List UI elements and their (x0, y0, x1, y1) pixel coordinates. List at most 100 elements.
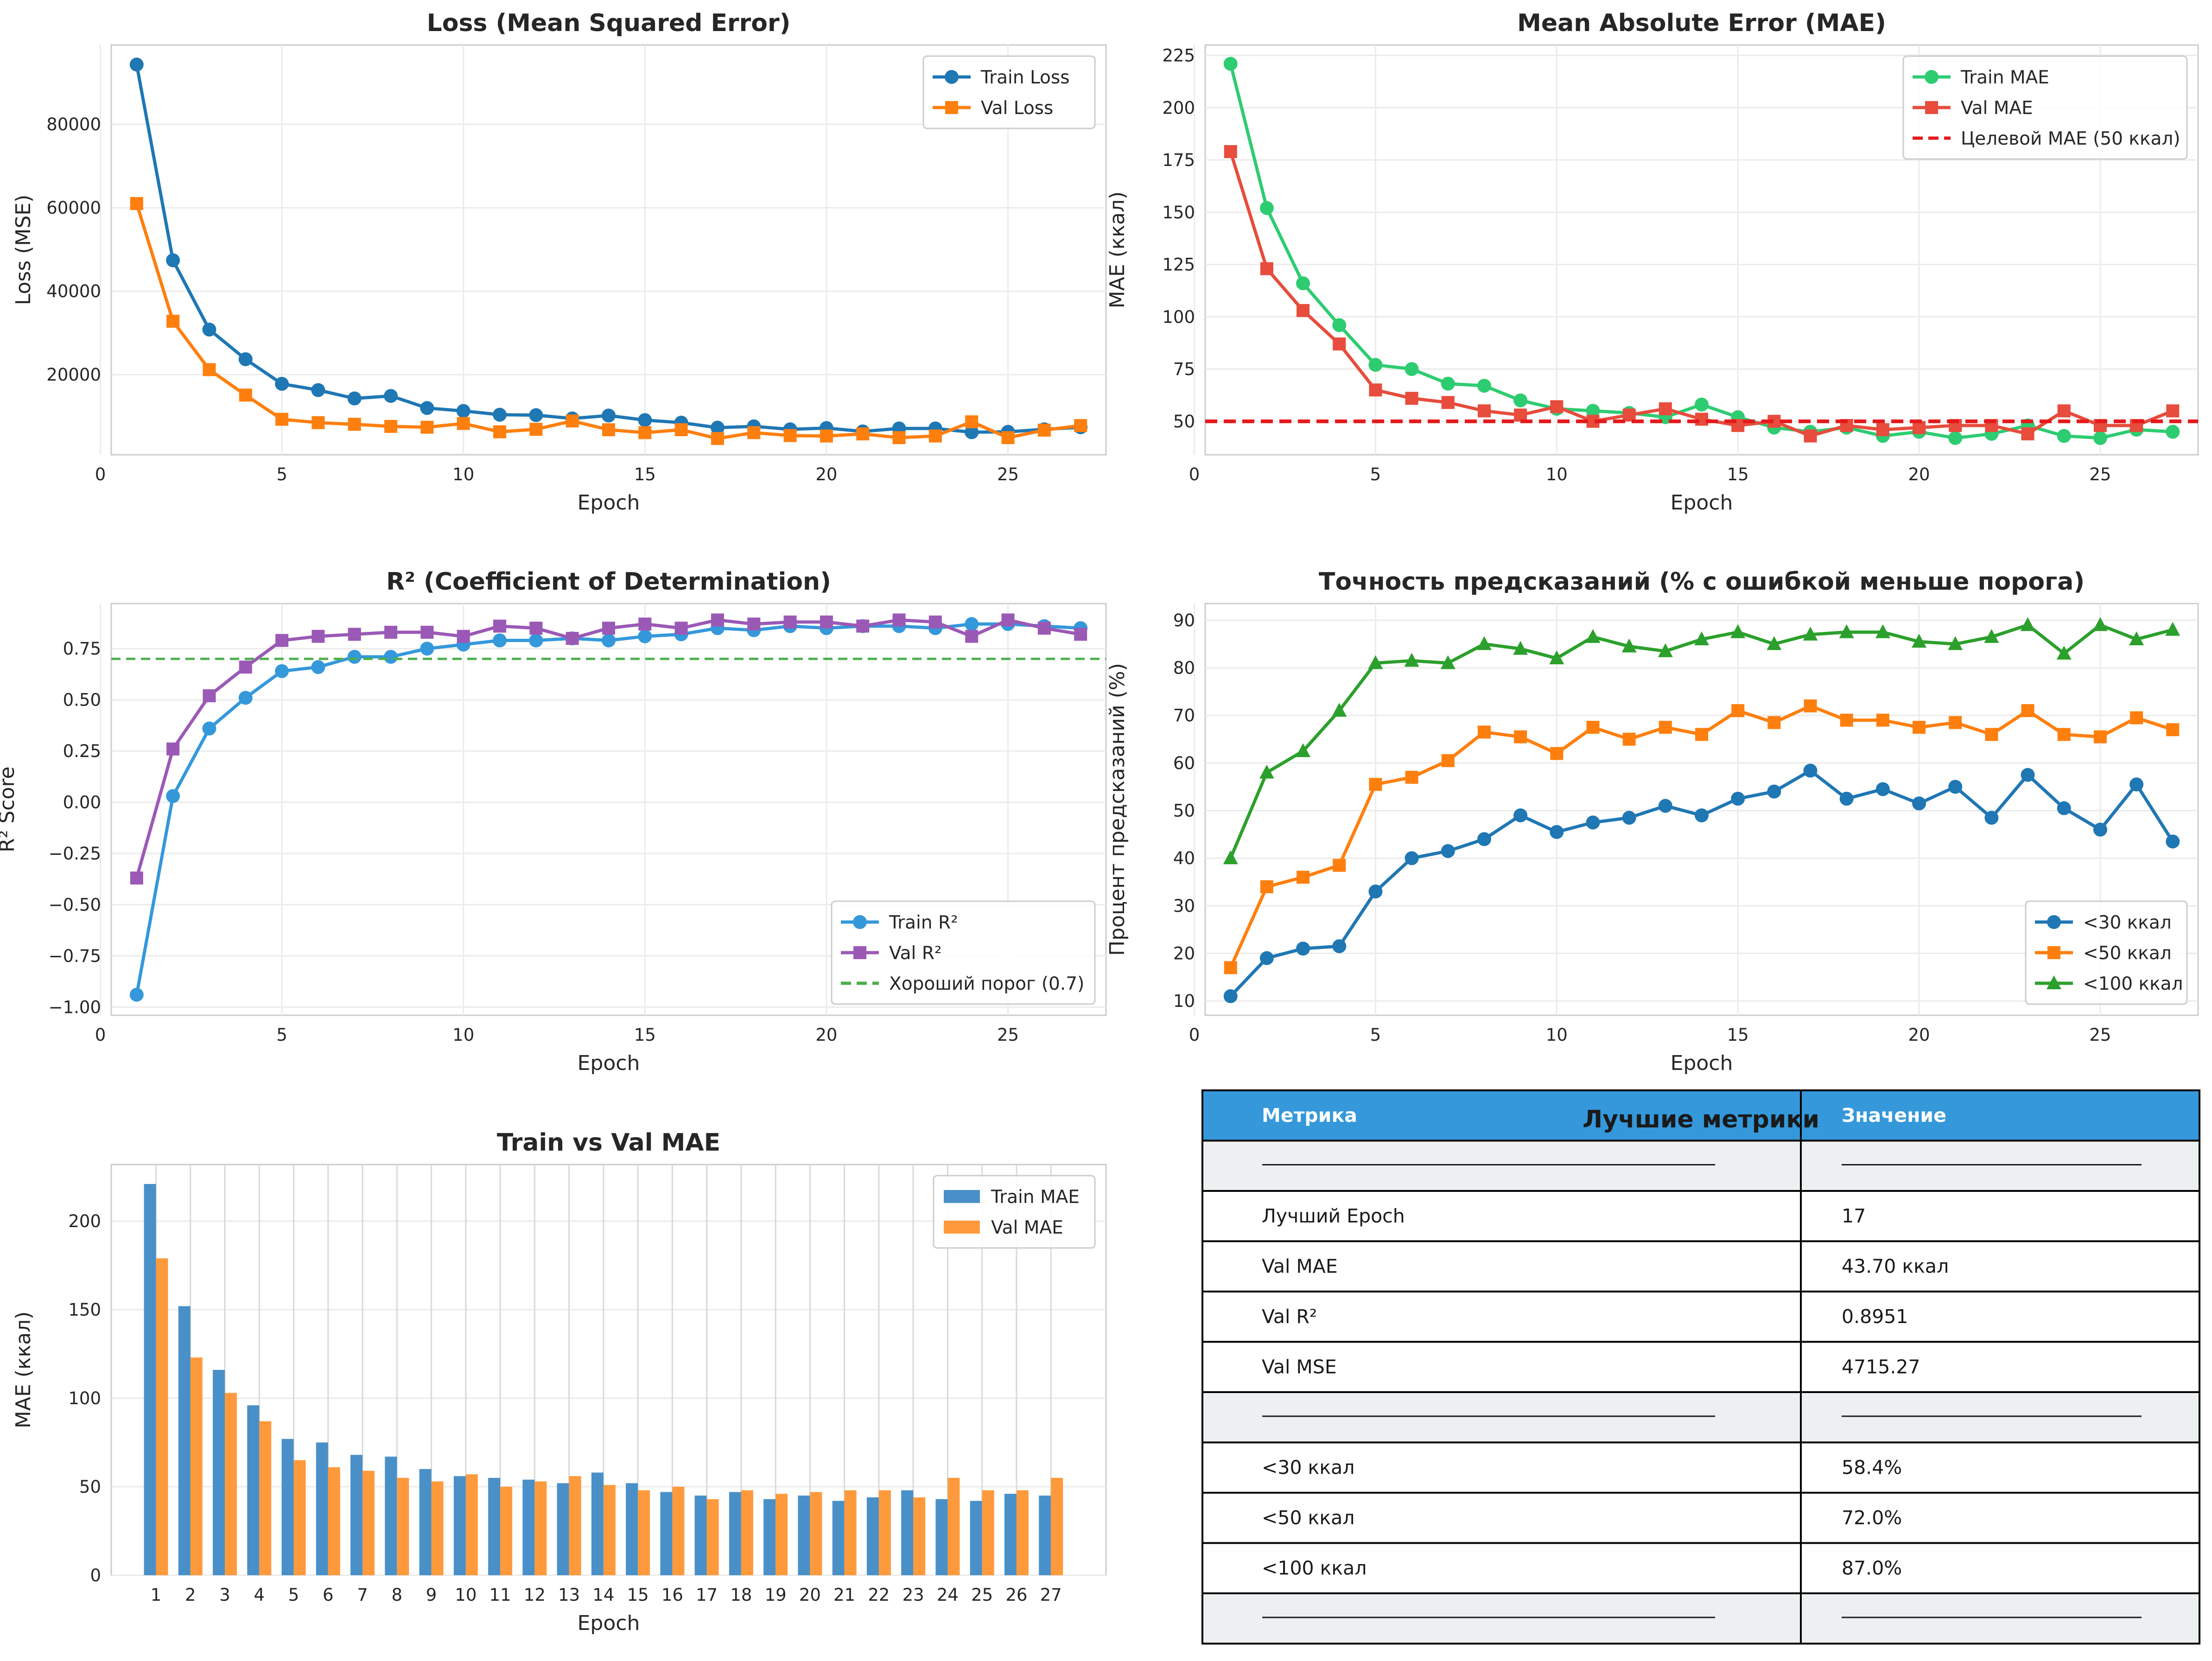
x-axis-label: Epoch (578, 1611, 640, 1635)
bar (431, 1481, 444, 1575)
x-tick-label: 5 (1370, 465, 1381, 484)
data-point (203, 363, 216, 376)
data-point (2020, 617, 2035, 631)
cell-metric: <30 ккал (1262, 1457, 1354, 1479)
data-point (1223, 989, 1238, 1003)
x-tick-label: 15 (634, 1025, 656, 1045)
data-point (602, 622, 615, 635)
bar (866, 1497, 879, 1575)
y-tick-label: 0.25 (63, 741, 101, 761)
cell-metric: <100 ккал (1262, 1557, 1367, 1579)
x-tick-label: 25 (971, 1585, 993, 1605)
bar (488, 1477, 501, 1575)
data-point (529, 622, 543, 635)
data-point (856, 619, 870, 633)
data-point (1875, 782, 1890, 796)
data-point (1369, 383, 1382, 397)
table-title: Лучшие метрики (1583, 1106, 1819, 1133)
data-point (166, 789, 180, 803)
data-point (1001, 431, 1015, 445)
y-tick-label: 75 (1173, 359, 1195, 379)
legend-entry: <100 ккал (2035, 974, 2183, 994)
data-point (1767, 784, 1781, 799)
data-point (493, 633, 507, 648)
legend-marker (853, 946, 866, 959)
cell-value: 0.8951 (1842, 1305, 1908, 1328)
y-tick-label: −0.25 (49, 844, 101, 864)
data-point (1037, 622, 1051, 635)
legend-label: Хороший порог (0.7) (889, 974, 1084, 994)
bar (729, 1492, 741, 1575)
data-point (965, 425, 979, 439)
y-tick-label: 150 (1162, 203, 1195, 223)
x-tick-label: 6 (323, 1585, 334, 1605)
data-point (348, 628, 361, 641)
data-point (928, 429, 942, 443)
data-point (166, 742, 180, 756)
data-point (1477, 832, 1491, 846)
data-point (1441, 754, 1455, 767)
legend-frame (2025, 900, 2188, 1005)
x-tick-label: 25 (2089, 1025, 2111, 1045)
data-point (347, 649, 362, 664)
data-point (1803, 626, 1818, 641)
legend-entry: Val Loss (933, 98, 1053, 119)
table-row: <30 ккал 58.4% (1201, 1441, 2200, 1494)
x-tick-label: 19 (765, 1585, 787, 1605)
header-value: Значение (1842, 1104, 1946, 1126)
bar (385, 1457, 397, 1575)
legend-marker (2047, 975, 2061, 989)
data-point (493, 425, 507, 439)
y-tick-label: 80000 (46, 115, 101, 134)
data-point (275, 664, 289, 678)
data-point (566, 632, 579, 645)
legend: <30 ккал <50 ккал <100 ккал (2025, 900, 2188, 1005)
series-<50 ккал (1224, 699, 2180, 974)
table-cell (1201, 1441, 1802, 1494)
bar (775, 1494, 788, 1575)
bar (1039, 1496, 1051, 1575)
bar (259, 1421, 272, 1575)
data-point (493, 407, 507, 422)
bar (534, 1481, 547, 1575)
data-point (1513, 393, 1528, 407)
x-tick-label: 15 (1727, 465, 1749, 484)
x-tick-label: 21 (833, 1585, 855, 1605)
data-point (420, 401, 434, 415)
data-point (1913, 720, 1926, 734)
table-cell (1201, 1592, 1802, 1645)
data-point (275, 376, 289, 391)
data-point (1405, 362, 1419, 376)
table-separator-row (1201, 1592, 2200, 1645)
bar (453, 1476, 466, 1575)
cell-value: 72.0% (1842, 1507, 1902, 1529)
data-point (1477, 379, 1491, 393)
data-point (1477, 404, 1491, 418)
y-tick-label: 20000 (46, 365, 101, 385)
data-point (1839, 624, 1854, 638)
data-point (1586, 404, 1600, 418)
data-point (1405, 770, 1418, 784)
bar (178, 1306, 191, 1575)
table-header: Метрика Значение (1201, 1089, 2200, 1142)
data-point (1912, 634, 1927, 648)
y-tick-label: −0.75 (49, 946, 101, 966)
x-tick-label: 26 (1005, 1585, 1027, 1605)
data-point (1260, 262, 1273, 275)
cell-metric: Val MAE (1262, 1255, 1338, 1278)
series-Val Loss (130, 197, 1087, 445)
y-axis-label: Процент предсказаний (%) (1106, 663, 1129, 956)
legend-entry: Val MAE (944, 1217, 1063, 1238)
bar (293, 1460, 306, 1575)
bar (156, 1258, 168, 1575)
data-point (1948, 431, 1963, 445)
data-point (2129, 777, 2144, 792)
data-point (420, 420, 434, 434)
table-row: Val MSE 4715.27 (1201, 1341, 2200, 1393)
data-point (384, 389, 398, 403)
legend-frame (1902, 55, 2188, 160)
data-point (1804, 699, 1817, 713)
data-point (1513, 808, 1528, 822)
data-point (275, 413, 289, 426)
